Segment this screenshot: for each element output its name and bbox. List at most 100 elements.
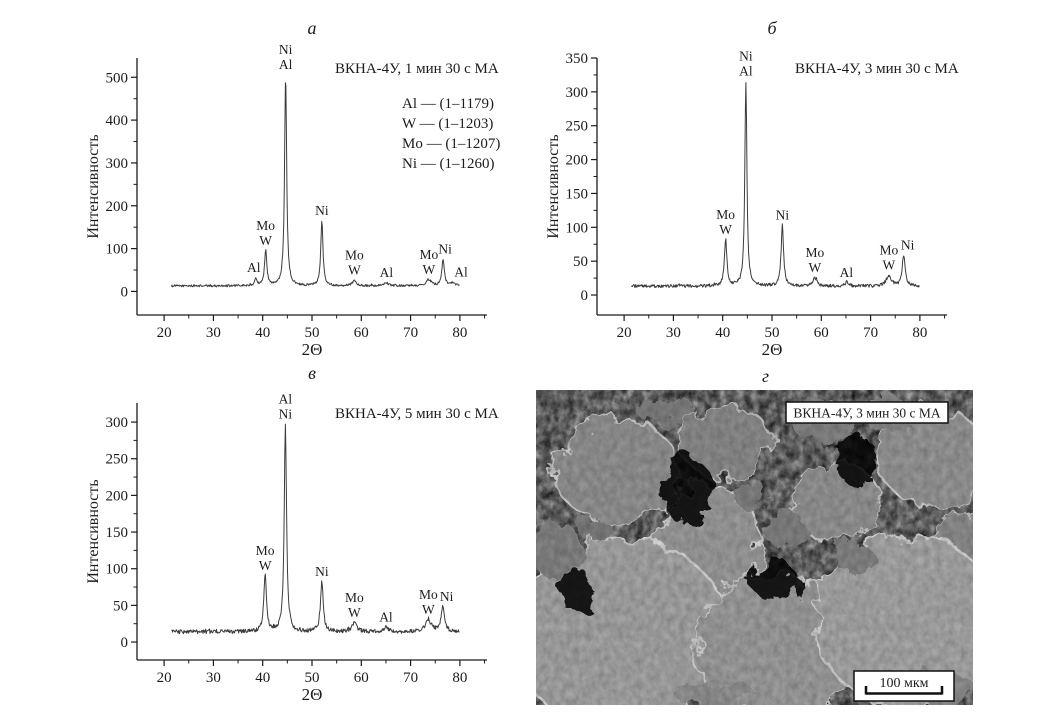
y-tick-label: 500 xyxy=(106,70,129,86)
legend-item: Al — (1–1179) xyxy=(402,96,494,112)
axes xyxy=(596,58,947,316)
y-axis-label: Интенсивность xyxy=(85,479,102,583)
x-tick-label: 20 xyxy=(157,325,172,341)
panel-title: б xyxy=(767,18,777,38)
sem-micrograph: ВКНА-4У, 3 мин 30 с МА 100 мкм xyxy=(511,390,1002,727)
chart-condition-label: ВКНА-4У, 3 мин 30 с МА xyxy=(795,61,959,77)
peak-label: W xyxy=(719,222,732,237)
sem-scale-bar: 100 мкм xyxy=(853,670,955,702)
x-tick-label: 40 xyxy=(715,325,730,341)
x-tick-label: 70 xyxy=(863,325,878,341)
y-tick-label: 200 xyxy=(106,488,129,504)
peak-label: W xyxy=(422,602,435,617)
sem-panel: ВКНА-4У, 3 мин 30 с МА 100 мкм xyxy=(511,390,1002,727)
scale-bar-line xyxy=(864,686,944,695)
y-tick-label: 100 xyxy=(566,220,589,236)
peak-label: Al xyxy=(247,260,261,275)
peak-label: Mo xyxy=(256,218,275,233)
xrd-chart-b: б 20 30 40 50 60 70 80 0 50 100 150 200 250 300 350 2Θ Ин… xyxy=(545,18,959,359)
x-tick-label: 50 xyxy=(305,325,320,341)
peak-label: Mo xyxy=(256,543,275,558)
peak-label: Ni xyxy=(739,49,753,64)
peak-label: Al xyxy=(279,391,293,406)
peak-label: Mo xyxy=(716,207,735,222)
y-tick-label: 0 xyxy=(581,288,589,304)
x-tick-label: 60 xyxy=(354,670,369,686)
peak-label: Mo xyxy=(345,590,364,605)
y-tick-label: 50 xyxy=(113,598,128,614)
y-tick-label: 0 xyxy=(121,284,129,300)
x-tick-label: 60 xyxy=(814,325,829,341)
y-axis-label: Интенсивность xyxy=(545,134,562,238)
chart-condition-label: ВКНА-4У, 5 мин 30 с МА xyxy=(335,406,499,422)
sem-label-box: ВКНА-4У, 3 мин 30 с МА xyxy=(785,401,949,424)
x-tick-label: 20 xyxy=(157,670,172,686)
y-tick-label: 150 xyxy=(106,525,129,541)
panel-title-g: г xyxy=(762,366,770,386)
peak-label: Ni xyxy=(279,42,293,57)
x-tick-label: 70 xyxy=(403,670,418,686)
panel-title: в xyxy=(308,363,316,383)
peak-label: Al xyxy=(739,64,753,79)
peak-label: Al xyxy=(379,609,393,624)
x-axis-label: 2Θ xyxy=(302,685,323,704)
x-tick-label: 80 xyxy=(452,325,467,341)
x-tick-label: 40 xyxy=(255,670,270,686)
peak-label: Ni xyxy=(776,207,790,222)
x-tick-label: 50 xyxy=(305,670,320,686)
scale-bar-label: 100 мкм xyxy=(879,676,928,691)
y-tick-label: 200 xyxy=(106,199,129,215)
xrd-curve xyxy=(171,423,460,635)
legend-item: Ni — (1–1260) xyxy=(402,156,495,172)
xrd-chart-v: в 20 30 40 50 60 70 80 0 50 100 150 200 250 300 2Θ Интен… xyxy=(85,363,499,704)
peak-label: Al xyxy=(454,264,468,279)
x-tick-label: 70 xyxy=(403,325,418,341)
sem-shadow-gaps xyxy=(558,434,876,612)
x-tick-label: 60 xyxy=(354,325,369,341)
y-tick-label: 250 xyxy=(566,119,589,135)
peak-label: Al xyxy=(840,265,854,280)
peak-label: W xyxy=(259,558,272,573)
y-tick-label: 250 xyxy=(106,452,129,468)
y-tick-label: 100 xyxy=(106,562,129,578)
xrd-curve xyxy=(631,82,920,289)
sem-particles xyxy=(511,394,1002,727)
y-tick-label: 300 xyxy=(566,85,589,101)
y-tick-label: 350 xyxy=(566,51,589,67)
y-tick-label: 150 xyxy=(566,186,589,202)
peak-label: Mo xyxy=(419,247,438,262)
x-tick-label: 40 xyxy=(255,325,270,341)
x-axis-label: 2Θ xyxy=(302,340,323,359)
y-tick-label: 300 xyxy=(106,156,129,172)
peak-label: W xyxy=(422,262,435,277)
peak-label: Al xyxy=(380,265,394,280)
peak-label: Al xyxy=(279,57,293,72)
y-tick-label: 200 xyxy=(566,153,589,169)
x-tick-label: 80 xyxy=(452,670,467,686)
peak-label: Ni xyxy=(315,203,329,218)
peak-label: W xyxy=(348,263,361,278)
sem-label-text: ВКНА-4У, 3 мин 30 с МА xyxy=(793,406,941,421)
xrd-chart-a: а 20 30 40 50 60 70 80 0 100 200 300 400 500 2Θ Интенси… xyxy=(85,18,500,359)
peak-label: Ni xyxy=(440,589,454,604)
y-tick-label: 300 xyxy=(106,415,129,431)
peak-label: W xyxy=(348,605,361,620)
peak-label: W xyxy=(259,233,272,248)
xrd-curve xyxy=(171,82,460,288)
y-tick-label: 100 xyxy=(106,242,129,258)
peak-label: W xyxy=(882,257,895,272)
peak-label: Ni xyxy=(438,241,452,256)
peak-label: Ni xyxy=(279,406,293,421)
y-tick-label: 50 xyxy=(573,254,588,270)
legend-item: W — (1–1203) xyxy=(402,116,493,132)
y-tick-label: 0 xyxy=(121,635,129,651)
x-axis-label: 2Θ xyxy=(762,340,783,359)
peak-label: Ni xyxy=(901,238,915,253)
peak-label: Mo xyxy=(806,245,825,260)
x-tick-label: 50 xyxy=(765,325,780,341)
y-axis-label: Интенсивность xyxy=(85,134,102,238)
panel-title: а xyxy=(308,18,317,38)
peak-label: Mo xyxy=(879,242,898,257)
peak-label: Mo xyxy=(419,587,438,602)
